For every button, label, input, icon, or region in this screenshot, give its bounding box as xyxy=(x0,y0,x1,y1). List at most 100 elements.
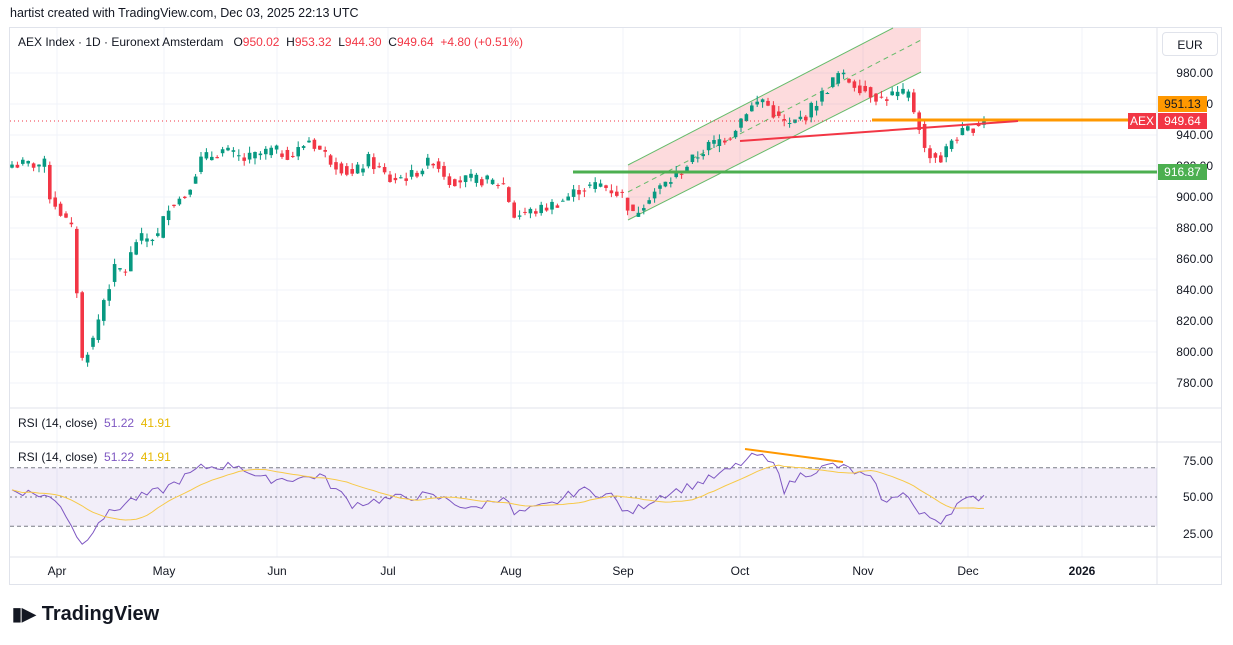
candle-body xyxy=(404,178,408,181)
candle-body xyxy=(501,183,506,185)
green-level-tag: 916.87 xyxy=(1158,164,1207,180)
candle-body xyxy=(544,207,549,211)
candle-body xyxy=(777,111,781,116)
candle-body xyxy=(976,124,981,127)
candle-body xyxy=(636,212,641,217)
candle-body xyxy=(652,191,657,199)
candle-body xyxy=(301,146,306,148)
candle-body xyxy=(372,157,376,170)
rsi-legend[interactable]: RSI (14, close) 51.22 41.91 xyxy=(18,450,171,464)
candle-body xyxy=(739,118,743,128)
candle-body xyxy=(717,139,722,146)
candle-body xyxy=(620,191,624,193)
price-axis-label: 980.00 xyxy=(1176,66,1213,80)
open-label: O xyxy=(233,35,243,49)
candle-body xyxy=(831,77,835,87)
candle-body xyxy=(442,165,446,177)
candle-body xyxy=(258,153,263,156)
candle-body xyxy=(787,122,792,124)
candle-body xyxy=(118,268,122,270)
candle-body xyxy=(436,161,441,169)
candle-body xyxy=(139,233,144,241)
candle-body xyxy=(901,88,905,94)
rsi-axis-label: 75.00 xyxy=(1182,453,1213,468)
candle-body xyxy=(604,185,608,188)
low-value: 944.30 xyxy=(344,35,382,49)
candle-body xyxy=(960,127,965,136)
candle-body xyxy=(31,163,36,168)
candle-body xyxy=(723,140,727,143)
channel-upper-line xyxy=(627,27,894,166)
rsi-ma-value: 41.91 xyxy=(140,450,171,464)
candle-body xyxy=(895,91,900,97)
candle-body xyxy=(204,152,209,159)
symbol-title: AEX Index · 1D · Euronext Amsterdam xyxy=(18,35,224,49)
candle-body xyxy=(291,155,295,157)
candle-body xyxy=(679,173,684,175)
chart-frame[interactable] xyxy=(9,27,1222,585)
candle-body xyxy=(458,180,462,183)
candle-body xyxy=(868,87,873,98)
candle-body xyxy=(307,140,311,143)
candle-body xyxy=(944,146,948,158)
candle-body xyxy=(825,93,830,95)
candle-body xyxy=(566,196,570,201)
rsi-band xyxy=(10,467,1157,527)
price-axis-label: 880.00 xyxy=(1176,221,1213,235)
rsi-divergence-line xyxy=(744,448,844,463)
candle-body xyxy=(210,156,214,161)
candle-body xyxy=(269,147,273,156)
tv-logo-icon: ▮▶ xyxy=(12,604,36,624)
price-axis-label: 840.00 xyxy=(1176,283,1213,297)
candle-body xyxy=(517,215,522,217)
candle-body xyxy=(885,99,889,101)
candle-body xyxy=(755,101,759,105)
last-price-tag: 949.64 xyxy=(1158,113,1207,129)
rsi-ma-line xyxy=(11,464,985,521)
candle-body xyxy=(96,319,101,340)
change-value: +4.80 (+0.51%) xyxy=(440,35,524,49)
candle-body xyxy=(879,96,884,98)
candle-body xyxy=(928,148,932,159)
candle-body xyxy=(123,271,128,273)
candle-body xyxy=(890,91,894,96)
candle-body xyxy=(328,155,333,165)
candle-body xyxy=(415,172,419,177)
candle-body xyxy=(820,90,824,102)
candle-body xyxy=(53,197,57,207)
candle-body xyxy=(528,208,533,214)
channel-fill xyxy=(628,28,921,220)
candle-body xyxy=(663,181,668,187)
candle-body xyxy=(150,239,155,242)
candle-body xyxy=(215,157,219,159)
candle-body xyxy=(836,73,840,84)
candle-body xyxy=(507,187,511,202)
candle-body xyxy=(534,211,538,214)
candle-body xyxy=(922,124,927,148)
candle-body xyxy=(523,211,527,213)
currency-button[interactable]: EUR xyxy=(1162,32,1218,56)
time-axis-label: Sep xyxy=(612,564,634,578)
tradingview-logo[interactable]: ▮▶ TradingView xyxy=(12,603,159,626)
candle-body xyxy=(469,173,473,178)
candle-body xyxy=(15,164,20,168)
price-axis-label: 820.00 xyxy=(1176,314,1213,328)
candle-body xyxy=(183,196,187,198)
candle-body xyxy=(814,105,819,111)
candle-body xyxy=(26,160,30,164)
low-label: L xyxy=(338,35,345,49)
close-value: 949.64 xyxy=(396,35,434,49)
candle-body xyxy=(480,179,484,186)
candle-body xyxy=(226,147,230,151)
candle-body xyxy=(242,157,246,161)
rsi-legend-collapsed[interactable]: RSI (14, close) 51.22 41.91 xyxy=(18,416,171,430)
open-value: 950.02 xyxy=(242,35,280,49)
candle-body xyxy=(771,105,776,118)
candle-body xyxy=(609,190,614,194)
candle-body xyxy=(253,151,257,159)
candle-body xyxy=(399,177,403,179)
price-axis-label: 900.00 xyxy=(1176,190,1213,204)
candle-body xyxy=(85,354,90,363)
candle-body xyxy=(939,155,943,163)
